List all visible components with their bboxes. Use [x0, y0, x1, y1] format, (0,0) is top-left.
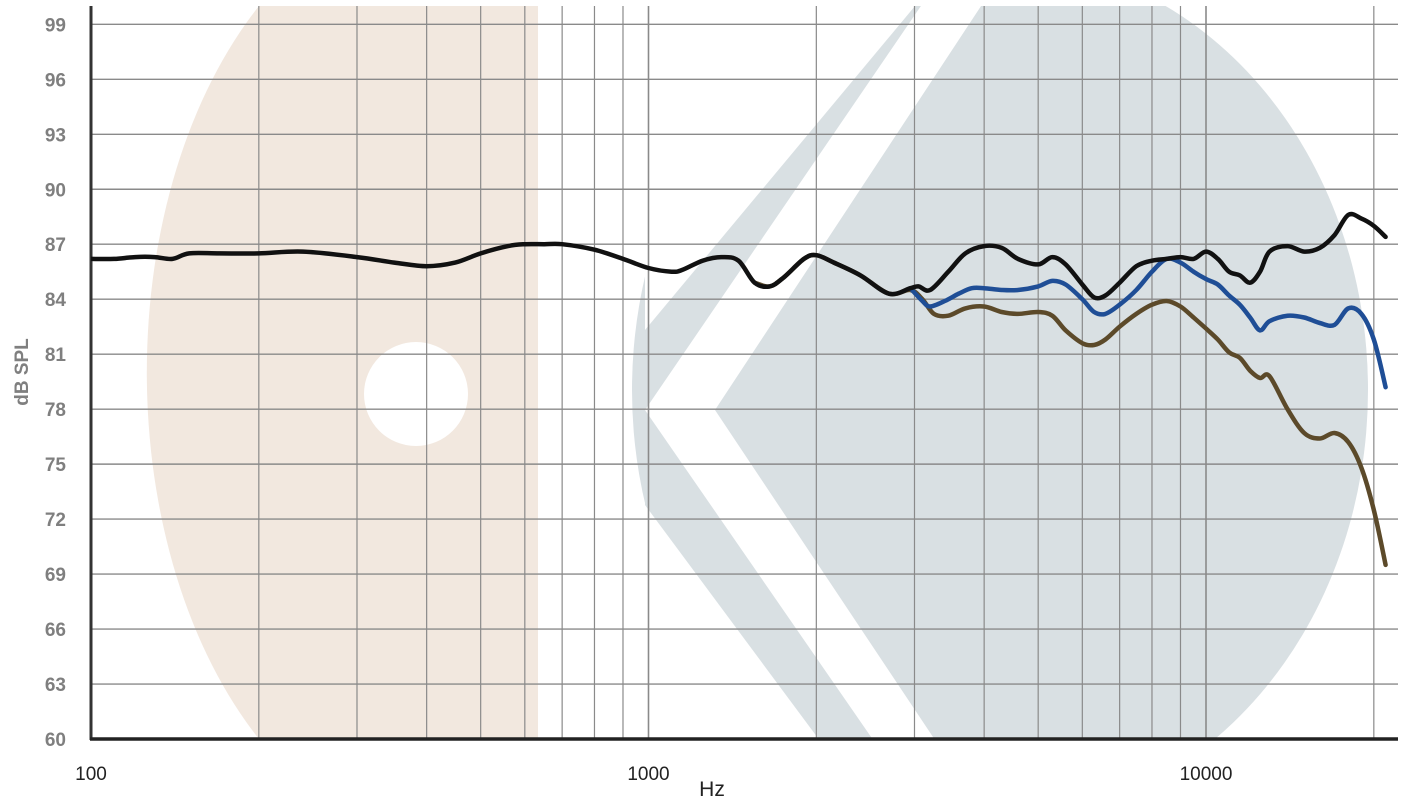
y-tick-label: 63: [45, 675, 66, 696]
y-tick-label: 69: [45, 565, 66, 586]
grid: [91, 6, 1398, 739]
series: [91, 211, 1388, 568]
x-tick-label: 10000: [1180, 764, 1233, 785]
y-tick-label: 84: [45, 290, 67, 311]
y-tick-label: 66: [45, 620, 66, 641]
watermark-chevron-cut: [645, 6, 982, 739]
watermark-diagonal-cut: [645, 6, 915, 330]
y-tick-label: 99: [45, 15, 66, 36]
watermark-circle: [364, 342, 468, 446]
y-tick-label: 78: [45, 400, 66, 421]
tick-labels: 60 63 66 69 72 75 78 81 84 87 90 93 96 99 100 1000 10000: [45, 15, 1233, 785]
y-tick-label: 96: [45, 70, 66, 91]
y-tick-label: 87: [45, 235, 66, 256]
axes: [89, 6, 1398, 741]
y-tick-label: 93: [45, 125, 66, 146]
watermark-diagonal-cut-lower: [645, 505, 819, 739]
y-axis-title: dB SPL: [12, 338, 33, 406]
y-tick-label: 60: [45, 730, 66, 751]
series-line-1: [908, 256, 1388, 390]
x-tick-label: 1000: [627, 764, 669, 785]
y-tick-label: 90: [45, 180, 66, 201]
x-axis-title: Hz: [699, 778, 725, 801]
y-tick-label: 72: [45, 510, 66, 531]
watermark-logo: [146, 6, 1368, 739]
y-tick-label: 75: [45, 455, 67, 476]
series-line-0: [91, 211, 1388, 301]
x-tick-label: 100: [75, 764, 107, 785]
y-tick-label: 81: [45, 345, 67, 366]
